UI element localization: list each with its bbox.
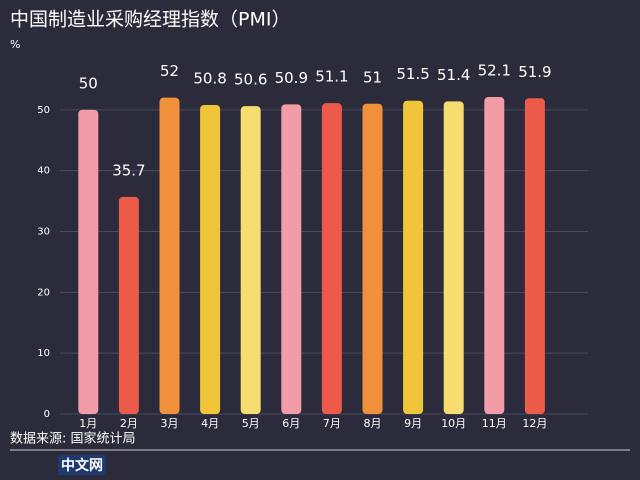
- value-label: 51.1: [315, 68, 348, 86]
- value-label: 51.4: [437, 66, 470, 84]
- bar: [362, 103, 383, 414]
- value-label: 50.9: [275, 69, 308, 87]
- bar: [524, 98, 545, 415]
- bar: [118, 196, 139, 414]
- y-tick-label: 40: [37, 166, 50, 177]
- x-tick-label: 3月: [161, 417, 179, 430]
- y-axis-label: %: [10, 38, 20, 51]
- x-tick-label: 1月: [79, 417, 97, 430]
- bar: [281, 104, 302, 414]
- bar: [159, 97, 180, 415]
- logo-box: [58, 455, 106, 475]
- bar: [484, 97, 505, 414]
- x-tick-label: 4月: [201, 417, 219, 430]
- value-label: 50.8: [193, 69, 226, 87]
- x-tick-label: 12月: [522, 417, 547, 430]
- x-tick-label: 11月: [482, 417, 507, 430]
- bar: [443, 101, 464, 415]
- value-label: 51.9: [518, 63, 551, 81]
- x-tick-label: 10月: [441, 417, 466, 430]
- value-label: 52.1: [478, 62, 511, 80]
- value-label: 51: [363, 68, 382, 86]
- bar: [200, 104, 221, 414]
- chart-title: 中国制造业采购经理指数（PMI）: [10, 9, 290, 31]
- logo: 中文网: [61, 457, 103, 474]
- y-tick-label: 30: [37, 227, 50, 238]
- x-tick-label: 5月: [242, 417, 260, 430]
- value-label: 51.5: [396, 65, 429, 83]
- y-tick-label: 50: [37, 105, 50, 116]
- x-tick-label: 8月: [364, 417, 382, 430]
- value-label: 35.7: [112, 161, 145, 179]
- bar: [78, 109, 99, 414]
- x-tick-label: 7月: [323, 417, 341, 430]
- bar: [321, 103, 342, 415]
- x-tick-label: 9月: [404, 417, 422, 430]
- x-tick-label: 2月: [120, 417, 138, 430]
- bar: [240, 106, 261, 414]
- bar: [403, 100, 424, 414]
- value-label: 50: [79, 74, 98, 92]
- value-label: 52: [160, 62, 179, 80]
- y-tick-label: 0: [44, 409, 50, 420]
- x-tick-label: 6月: [282, 417, 300, 430]
- y-tick-label: 20: [37, 287, 50, 298]
- value-label: 50.6: [234, 71, 267, 89]
- source: 数据来源: 国家统计局: [10, 431, 136, 447]
- y-tick-label: 10: [37, 348, 50, 359]
